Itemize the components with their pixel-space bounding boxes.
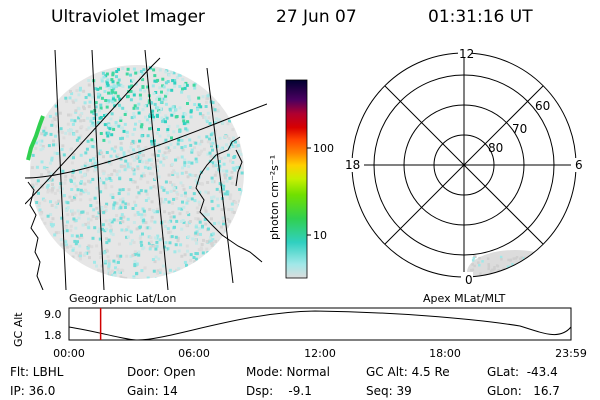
geographic-map (25, 49, 267, 290)
date-label: 27 Jun 07 (276, 7, 357, 27)
mlat-label-70: 70 (512, 122, 527, 136)
geo-caption: Geographic Lat/Lon (69, 292, 176, 305)
mlt-label-0: 0 (465, 273, 473, 287)
mlat-label-60: 60 (535, 99, 550, 113)
orbit-xtick-1: 06:00 (178, 347, 210, 360)
info-flt: Flt: LBHL (10, 365, 64, 379)
info-gain: Gain: 14 (127, 384, 178, 398)
altitude-curve (68, 310, 572, 341)
orbit-ylabel: GC Alt (12, 312, 25, 347)
orbit-xtick-3: 18:00 (429, 347, 461, 360)
aurora-emission (30, 66, 244, 279)
polar-emission (467, 250, 566, 277)
info-seq: Seq: 39 (366, 384, 412, 398)
polar-map: 12 18 6 0 60 70 80 (345, 46, 583, 287)
colorbar: 100 10 photon cm⁻²s⁻¹ (268, 79, 334, 279)
mlt-label-6: 6 (575, 158, 583, 172)
orbit-ytick-bottom: 1.8 (44, 329, 62, 342)
colorbar-label: photon cm⁻²s⁻¹ (268, 155, 281, 240)
orbit-plot: 9.0 1.8 GC Alt 00:00 06:00 12:00 18:00 2… (12, 307, 587, 360)
colorbar-scale (285, 79, 308, 279)
orbit-frame (68, 307, 572, 341)
mlt-label-18: 18 (345, 158, 360, 172)
info-door: Door: Open (127, 365, 196, 379)
lat-lon-grid (25, 49, 267, 290)
apex-caption: Apex MLat/MLT (423, 292, 506, 305)
orbit-xtick-4: 23:59 (555, 347, 587, 360)
orbit-xtick-0: 00:00 (53, 347, 85, 360)
coastline (27, 136, 263, 290)
colorbar-tick-10: 10 (313, 229, 327, 242)
info-gcalt: GC Alt: 4.5 Re (366, 365, 450, 379)
info-dsp: Dsp: -9.1 (246, 384, 312, 398)
polar-grid (351, 52, 577, 278)
orbit-ytick-top: 9.0 (44, 308, 62, 321)
orbit-xtick-2: 12:00 (304, 347, 336, 360)
app-title: Ultraviolet Imager (51, 7, 205, 27)
info-glon: GLon: 16.7 (487, 384, 560, 398)
info-glat: GLat: -43.4 (487, 365, 558, 379)
mlat-label-80: 80 (488, 141, 503, 155)
colorbar-tick-100: 100 (313, 142, 334, 155)
time-label: 01:31:16 UT (428, 7, 533, 27)
info-mode: Mode: Normal (246, 365, 330, 379)
info-ip: IP: 36.0 (10, 384, 56, 398)
mlt-label-12: 12 (459, 47, 474, 61)
aurora-arc (26, 115, 45, 161)
